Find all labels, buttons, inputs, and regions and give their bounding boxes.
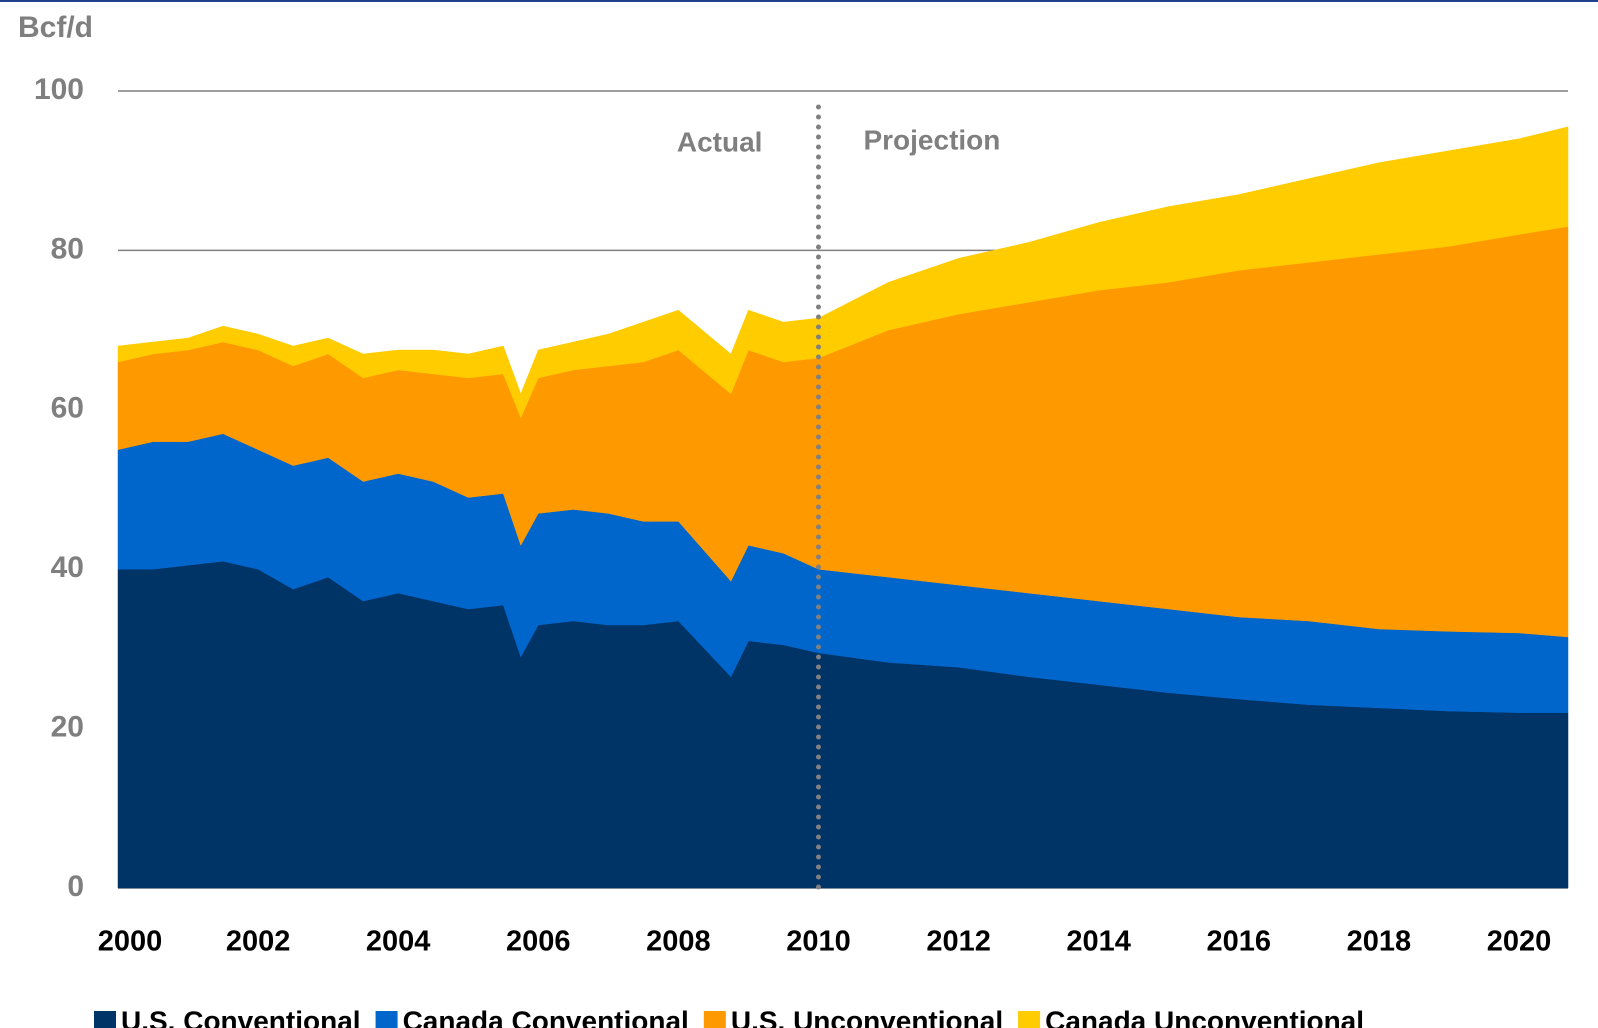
y-axis-label: Bcf/d [18,11,93,44]
x-tick-label: 2016 [1207,926,1272,958]
legend-swatch [375,1011,398,1028]
x-tick-label: 2000 [98,926,163,958]
x-tick-label: 2012 [926,926,991,958]
x-tick-label: 2018 [1347,926,1412,958]
legend-label: Canada Conventional [403,1005,689,1028]
x-tick-label: 2010 [786,926,851,958]
legend-label: U.S. Unconventional [731,1005,1003,1028]
x-tick-label: 2014 [1066,926,1131,958]
x-tick-label: 2008 [646,926,711,958]
x-tick-label: 2002 [226,926,291,958]
annotation: Projection [863,124,1000,155]
legend-label: Canada Unconventional [1045,1005,1364,1028]
y-tick-label: 100 [34,73,84,106]
legend-label: U.S. Conventional [121,1005,361,1028]
legend-swatch [703,1011,726,1028]
y-tick-label: 0 [67,870,84,903]
annotation: Actual [677,126,763,157]
y-tick-label: 20 [51,711,84,744]
legend-swatch [94,1011,116,1028]
x-tick-label: 2006 [506,926,571,958]
area [117,126,1569,419]
legend-swatch [1018,1011,1041,1028]
overlay: Actual Projection [677,104,1000,891]
y-tick-label: 60 [51,392,84,425]
y-tick-label: 80 [51,232,84,265]
areas [117,126,1569,889]
y-tick-label: 40 [51,551,84,584]
x-tick-label: 2020 [1487,926,1552,958]
x-tick-label: 2004 [366,926,431,958]
